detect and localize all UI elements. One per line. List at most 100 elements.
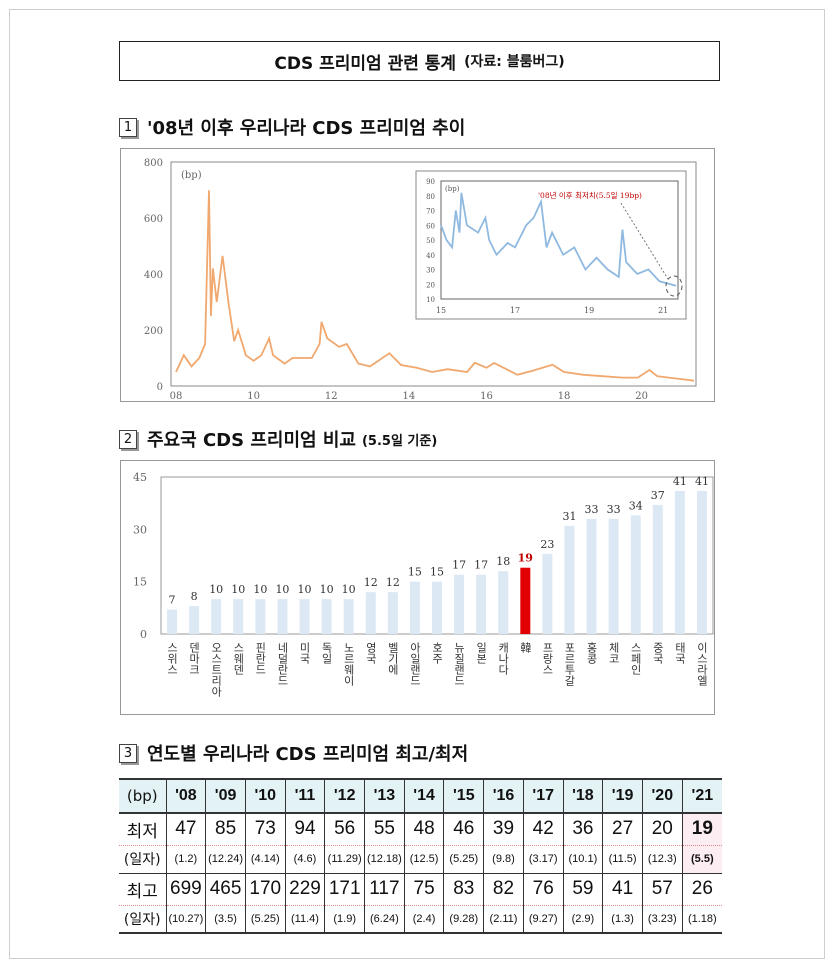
table-cell: (11.4)	[284, 905, 325, 934]
table-cell: 82	[483, 873, 524, 906]
bar-country	[409, 581, 420, 634]
table-cell: (5.25)	[244, 905, 286, 934]
table-cell: (9.8)	[483, 845, 524, 874]
data-label: 10	[320, 583, 334, 596]
table-cell: '12	[324, 778, 365, 814]
table-cell: '11	[284, 778, 325, 814]
category-label: 韓	[519, 642, 532, 653]
table-cell: '17	[522, 778, 564, 814]
table-cell: '08	[165, 778, 206, 814]
data-label: 8	[191, 590, 198, 603]
inset-y-tick-label: 40	[426, 252, 435, 260]
category-label: 스웨덴	[232, 642, 245, 675]
category-label: 프랑스	[541, 642, 554, 675]
table-cell: (11.5)	[602, 845, 643, 874]
title-main: CDS 프리미엄 관련 통계	[274, 53, 457, 74]
data-label: 37	[651, 489, 665, 502]
x-tick-label: 08	[170, 391, 183, 402]
inset-y-tick-label: 10	[426, 296, 435, 304]
table-cell: (2.9)	[562, 905, 603, 934]
data-label: 41	[695, 475, 709, 488]
bar-country	[189, 606, 200, 634]
table-cell: '15	[443, 778, 484, 814]
x-tick-label: 20	[635, 391, 648, 402]
y-tick-label: 600	[144, 214, 163, 225]
table-cell: 39	[483, 813, 524, 846]
category-label: 중국	[651, 642, 664, 664]
table-cell: (3.23)	[641, 905, 683, 934]
data-label: 12	[364, 576, 378, 589]
table-cell: '20	[641, 778, 683, 814]
yearly-table: (bp) '08'09'10'11'12'13'14'15'16'17'18'19…	[119, 778, 722, 934]
category-label: 오스트리아	[210, 642, 223, 698]
table-cell: '09	[205, 778, 246, 814]
section-title: 주요국 CDS 프리미엄 비교	[147, 430, 356, 451]
annotation-circle	[665, 275, 683, 297]
table-cell: 117	[364, 873, 405, 906]
table-cell: 75	[403, 873, 444, 906]
table-cell: 94	[284, 813, 325, 846]
category-label: 벨기에	[386, 642, 399, 676]
table-cell: (4.6)	[284, 845, 325, 874]
table-cell: (3.17)	[522, 845, 564, 874]
y-tick-label: 15	[133, 576, 147, 589]
table-cell: 48	[403, 813, 444, 846]
bar-country	[365, 592, 376, 634]
bar-country	[542, 553, 553, 634]
x-tick-label: 16	[480, 391, 493, 402]
section-2-heading: 2 주요국 CDS 프리미엄 비교 (5.5일 기준)	[119, 426, 437, 452]
section-number: 2	[119, 429, 137, 449]
data-label: 31	[562, 510, 576, 523]
data-label: 10	[275, 583, 289, 596]
y-tick-label: 0	[157, 382, 163, 393]
table-cell: 19	[681, 813, 722, 846]
table-cell: (10.27)	[165, 905, 206, 934]
row-label: 최저	[119, 813, 167, 846]
bar-country	[343, 599, 354, 634]
bar-country	[586, 518, 597, 634]
data-label: 15	[430, 566, 444, 579]
bar-country	[498, 571, 509, 634]
table-cell: 46	[443, 813, 484, 846]
category-label: 뉴질랜드	[453, 642, 466, 686]
data-label: 19	[518, 552, 533, 565]
table-cell: (4.14)	[244, 845, 286, 874]
data-label: 10	[342, 583, 356, 596]
section-title: '08년 이후 우리나라 CDS 프리미엄 추이	[147, 118, 466, 139]
table-cell: 42	[522, 813, 564, 846]
table-row-max: 최고 699 465 170 229 171 117 75 83 82 76 59 41 57 26	[119, 873, 722, 906]
table-cell: '19	[602, 778, 643, 814]
category-label: 캐나다	[497, 642, 510, 675]
trend-chart: 0 200 400 600 800 08 10 12 14 16 18 20 (bp) 10 20 30 40 5…	[120, 148, 715, 402]
table-cell: (12.18)	[364, 845, 405, 874]
table-cell: '13	[364, 778, 405, 814]
data-label: 10	[231, 583, 245, 596]
section-number: 1	[119, 117, 137, 137]
table-row-min: 최저 47 85 73 94 56 55 48 46 39 42 36 27 20 19	[119, 813, 722, 846]
bar-country	[652, 504, 663, 634]
bar-country	[167, 609, 178, 634]
x-tick-label: 10	[247, 391, 260, 402]
table-cell: (5.25)	[443, 845, 484, 874]
bar-country	[476, 574, 487, 634]
table-cell: (2.11)	[483, 905, 524, 934]
inset-y-tick-label: 30	[426, 267, 435, 275]
table-cell: (6.24)	[364, 905, 405, 934]
category-label: 홍콩	[585, 641, 598, 664]
page-title: CDS 프리미엄 관련 통계 (자료: 블룸버그)	[119, 41, 720, 81]
country-bar-chart-svg: 0 15 30 45 7 스위스 8 덴마크 10 오스트리아 10 스웨덴 10 핀란드 10 네덜란드 10…	[133, 471, 714, 698]
bar-korea	[520, 567, 531, 634]
data-label: 33	[585, 503, 599, 516]
table-cell: 41	[602, 873, 643, 906]
table-cell: (1.2)	[165, 845, 206, 874]
y-tick-label: 45	[133, 471, 147, 484]
page-frame	[9, 9, 825, 959]
y-tick-label: 200	[144, 326, 163, 337]
table-cell: (3.5)	[205, 905, 246, 934]
table-row-min-date: (일자) (1.2) (12.24) (4.14) (4.6) (11.29) (12.18…	[119, 845, 722, 874]
category-label: 호주	[431, 642, 444, 664]
category-label: 핀란드	[254, 642, 267, 675]
table-cell: 73	[244, 813, 286, 846]
cds-series-line	[175, 190, 695, 382]
category-label: 이스라엘	[695, 642, 708, 686]
